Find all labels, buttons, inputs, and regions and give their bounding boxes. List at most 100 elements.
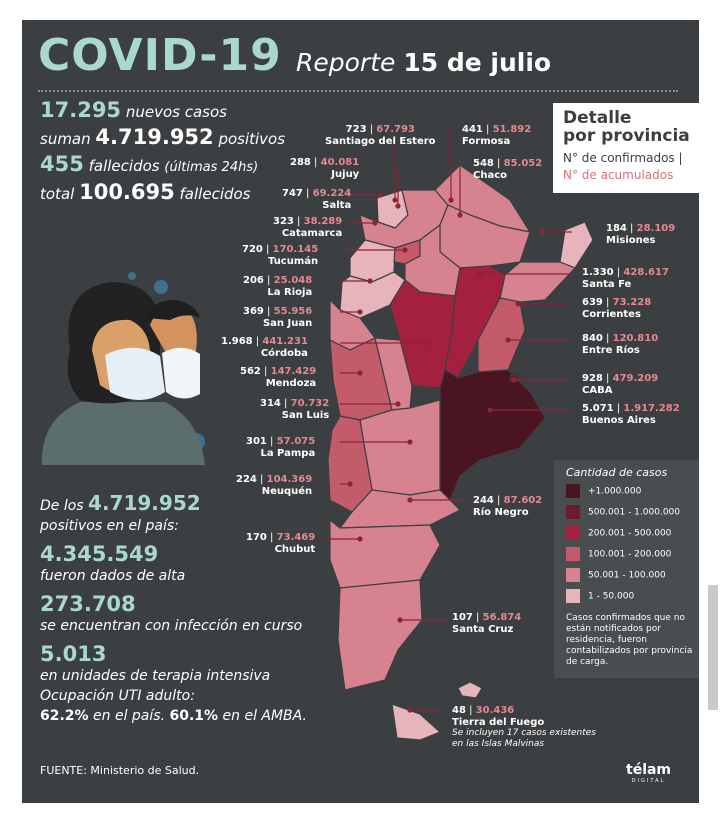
curso-text: se encuentran con infección en curso bbox=[40, 618, 303, 634]
label-jujuy: 288 | 40.081 Jujuy bbox=[290, 157, 360, 180]
ocup-pais-number: 62.2% bbox=[40, 708, 89, 724]
legend-item: 100.001 - 200.000 bbox=[566, 547, 671, 563]
label-entrerios: 840 | 120.810 Entre Ríos bbox=[582, 333, 659, 356]
legend-item: 200.001 - 500.000 bbox=[566, 526, 671, 542]
legend-swatch bbox=[566, 568, 580, 582]
uti-number: 5.013 bbox=[40, 642, 107, 666]
legend-swatch bbox=[566, 589, 580, 603]
malvinas-note-2: en las Islas Malvinas bbox=[452, 739, 545, 749]
legend-note: Casos confirmados que no están notificad… bbox=[566, 613, 693, 667]
stat-nuevos: 17.295 nuevos casos bbox=[40, 98, 340, 125]
intro-line: De los 4.719.952 bbox=[40, 493, 340, 516]
ocupacion-text: Ocupación UTI adulto: bbox=[40, 688, 195, 704]
prov-buenosaires bbox=[439, 369, 546, 502]
ocup-pais-text: en el país. bbox=[93, 708, 166, 724]
prov-corrientes bbox=[499, 261, 577, 303]
summary-stats: 17.295 nuevos casos suman 4.719.952 posi… bbox=[40, 98, 340, 207]
person-illustration bbox=[41, 282, 206, 465]
prov-tierradelfuego bbox=[391, 703, 442, 741]
positivos-text: positivos bbox=[218, 130, 286, 148]
stat-positivos: suman 4.719.952 positivos bbox=[40, 125, 340, 152]
total-suffix: fallecidos bbox=[179, 185, 251, 203]
detail-title-2: por provincia bbox=[563, 126, 690, 146]
label-santacruz: 107 | 56.874 Santa Cruz bbox=[452, 612, 522, 635]
legend-box: Cantidad de casos +1.000.000 500.001 - 1… bbox=[554, 460, 699, 678]
curso-number: 273.708 bbox=[40, 592, 136, 616]
label-salta: 747 | 69.224 Salta bbox=[282, 188, 352, 211]
label-santiago: 723 | 67.793 Santiago del Estero bbox=[325, 124, 436, 147]
scrollbar[interactable] bbox=[708, 585, 718, 710]
nuevos-number: 17.295 bbox=[40, 98, 122, 122]
label-cordoba: 1.968 | 441.231 Córdoba bbox=[221, 336, 308, 359]
intro-line-2: positivos en el país: bbox=[40, 518, 179, 534]
stat-total: total 100.695 fallecidos bbox=[40, 180, 340, 207]
label-caba: 928 | 479.209 CABA bbox=[582, 373, 659, 396]
detail-line-acumulados: N° de acumulados bbox=[563, 168, 674, 182]
legend-title: Cantidad de casos bbox=[566, 466, 668, 479]
legend-item: 1 - 50.000 bbox=[566, 589, 634, 605]
label-tierradelfuego: 48 | 30.436 Tierra del Fuego bbox=[452, 705, 545, 728]
alta-text: fueron dados de alta bbox=[40, 568, 186, 584]
malvinas-note-1: Se incluyen 17 casos existentes bbox=[452, 728, 596, 738]
date-label: 15 de julio bbox=[403, 48, 552, 77]
legend-swatch bbox=[566, 505, 580, 519]
prov-misiones bbox=[559, 221, 594, 269]
label-tucuman: 720 | 170.145 Tucumán bbox=[242, 244, 319, 267]
bottom-stats: De los 4.719.952 positivos en el país: 4… bbox=[40, 493, 340, 726]
source-note: FUENTE: Ministerio de Salud. bbox=[40, 764, 200, 777]
detail-title-1: Detalle bbox=[563, 108, 632, 128]
fallecidos-number: 455 bbox=[40, 152, 84, 176]
legend-label: 100.001 - 200.000 bbox=[588, 549, 672, 560]
label-misiones: 184 | 28.109 Misiones bbox=[606, 223, 676, 246]
uti-text: en unidades de terapia intensiva bbox=[40, 668, 271, 684]
reporte-label: Reporte bbox=[296, 48, 396, 77]
label-lapampa: 301 | 57.075 La Pampa bbox=[246, 436, 316, 459]
label-buenosaires: 5.071 | 1.917.282 Buenos Aires bbox=[582, 403, 680, 426]
fallecidos-note: (últimas 24hs) bbox=[164, 160, 259, 175]
legend-label: 200.001 - 500.000 bbox=[588, 528, 672, 539]
leader-lines bbox=[322, 130, 572, 713]
fallecidos-text: fallecidos bbox=[88, 157, 160, 175]
nuevos-text: nuevos casos bbox=[125, 103, 227, 121]
legend-label: 1 - 50.000 bbox=[588, 591, 635, 602]
ocup-amba-text: en el AMBA. bbox=[222, 708, 307, 724]
label-formosa: 441 | 51.892 Formosa bbox=[462, 124, 532, 147]
detail-title: Detalle por provincia bbox=[563, 109, 690, 145]
legend-label: +1.000.000 bbox=[588, 486, 642, 497]
legend-swatch bbox=[566, 526, 580, 540]
malvinas-islands bbox=[457, 681, 483, 699]
header-divider bbox=[38, 90, 678, 92]
legend-label: 500.001 - 1.000.000 bbox=[588, 507, 680, 518]
malvinas-note: Se incluyen 17 casos existentes en las Is… bbox=[452, 728, 596, 750]
report-date: Reporte 15 de julio bbox=[296, 48, 551, 77]
legend-swatch bbox=[566, 484, 580, 498]
label-sanjuan: 369 | 55.956 San Juan bbox=[243, 306, 313, 329]
page-title: COVID-19 bbox=[38, 30, 282, 81]
legend-label: 50.001 - 100.000 bbox=[588, 570, 666, 581]
label-santafe: 1.330 | 428.617 Santa Fe bbox=[582, 267, 669, 290]
label-corrientes: 639 | 73.228 Corrientes bbox=[582, 297, 652, 320]
label-mendoza: 562 | 147.429 Mendoza bbox=[240, 366, 317, 389]
ocup-amba-number: 60.1% bbox=[169, 708, 219, 724]
label-catamarca: 323 | 38.289 Catamarca bbox=[273, 216, 343, 239]
legend-item: +1.000.000 bbox=[566, 484, 641, 500]
logo-name: télam bbox=[626, 762, 672, 778]
legend-item: 50.001 - 100.000 bbox=[566, 568, 666, 584]
ocupacion-values: 62.2% en el país. 60.1% en el AMBA. bbox=[40, 706, 340, 726]
total-text: total bbox=[40, 185, 75, 203]
label-sanluis: 314 | 70.732 San Luis bbox=[260, 398, 330, 421]
suman-text: suman bbox=[40, 130, 91, 148]
prov-chubut bbox=[329, 518, 441, 589]
prov-santacruz bbox=[337, 579, 423, 691]
legend-item: 500.001 - 1.000.000 bbox=[566, 505, 680, 521]
argentina-map bbox=[327, 164, 594, 741]
label-chubut: 170 | 73.469 Chubut bbox=[246, 532, 316, 555]
label-chaco: 548 | 85.052 Chaco bbox=[473, 158, 543, 181]
intro-number: 4.719.952 bbox=[88, 491, 201, 515]
detail-line-confirmados: N° de confirmados | bbox=[563, 151, 683, 165]
stat-fallecidos: 455 fallecidos (últimas 24hs) bbox=[40, 152, 340, 180]
label-neuquen: 224 | 104.369 Neuquén bbox=[236, 474, 313, 497]
total-number: 100.695 bbox=[79, 180, 175, 204]
label-rionegro: 244 | 87.602 Río Negro bbox=[473, 495, 543, 518]
telam-logo: télam DIGITAL bbox=[626, 762, 671, 784]
